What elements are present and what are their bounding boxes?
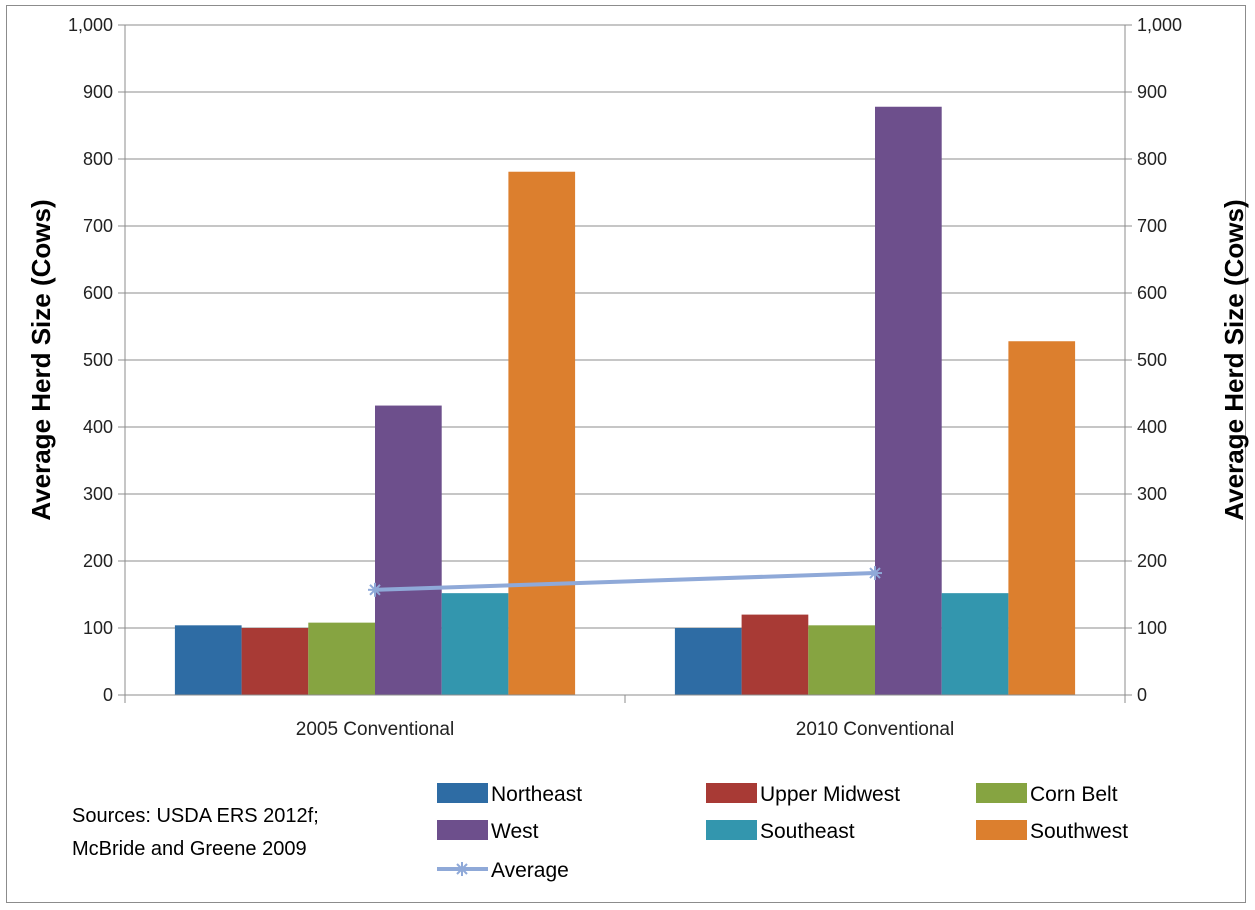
legend-label-northeast: Northeast: [491, 783, 582, 806]
bar-corn-belt-2: [808, 625, 875, 695]
legend-label-upper-midwest: Upper Midwest: [760, 783, 900, 806]
legend-swatch-northeast: [437, 783, 488, 803]
bars: [174, 106, 1076, 696]
marker-stroke: [869, 567, 881, 579]
y-tick-label-left: 100: [83, 618, 113, 638]
y-tick-label-left: 600: [83, 283, 113, 303]
marker-stroke: [369, 584, 381, 596]
source-note-line-1: Sources: USDA ERS 2012f;: [72, 805, 319, 827]
gridlines: [125, 24, 1125, 629]
legend-swatch-west: [437, 820, 488, 840]
bar-southwest-2: [1008, 341, 1076, 695]
y-tick-label-left: 900: [83, 82, 113, 102]
y-tick-label-right: 600: [1137, 283, 1167, 303]
bar-southeast-2: [941, 593, 1009, 695]
y-tick-label-right: 700: [1137, 216, 1167, 236]
category-label: 2005 Conventional: [296, 719, 454, 740]
y-tick-label-right: 300: [1137, 484, 1167, 504]
legend: Northeast Upper Midwest Corn Belt West South…: [437, 783, 1128, 882]
y-axis-title-left: Average Herd Size (Cows): [26, 199, 56, 520]
y-tick-label-right: 200: [1137, 551, 1167, 571]
legend-swatch-southeast: [706, 820, 757, 840]
bar-upper-midwest-2: [741, 614, 809, 695]
y-tick-label-left: 500: [83, 350, 113, 370]
legend-swatch-southwest: [976, 820, 1027, 840]
average-marker-1: [368, 582, 382, 597]
y-axis-title-right: Average Herd Size (Cows): [1219, 199, 1249, 520]
average-line: [368, 566, 882, 597]
average-line-path: [374, 571, 876, 592]
bar-northeast-1: [174, 625, 242, 695]
legend-label-southeast: Southeast: [760, 820, 855, 843]
bar-northeast-2: [674, 628, 742, 695]
y-tick-label-left: 400: [83, 417, 113, 437]
y-tick-label-right: 100: [1137, 618, 1167, 638]
bar-upper-midwest-1: [241, 628, 309, 695]
legend-label-southwest: Southwest: [1030, 820, 1128, 843]
right-axis-ticks: 0 100 200 300 400 500 600 700 800 900 1,000: [1125, 15, 1182, 705]
y-tick-label-right: 500: [1137, 350, 1167, 370]
legend-label-west: West: [491, 820, 539, 843]
bar-corn-belt-1: [308, 622, 375, 695]
left-axis-ticks: 0 100 200 300 400 500 600 700 800 900 1,000: [68, 15, 125, 705]
bar-west-2: [875, 106, 942, 696]
y-tick-label-left: 1,000: [68, 15, 113, 35]
bar-west-1: [375, 405, 442, 695]
bar-southeast-1: [441, 593, 509, 695]
bar-southwest-1: [508, 171, 576, 696]
y-tick-label-left: 700: [83, 216, 113, 236]
y-tick-label-right: 400: [1137, 417, 1167, 437]
y-tick-label-right: 0: [1137, 685, 1147, 705]
y-tick-label-left: 0: [103, 685, 113, 705]
legend-label-average: Average: [491, 859, 569, 882]
legend-swatch-upper-midwest: [706, 783, 757, 803]
y-tick-label-right: 1,000: [1137, 15, 1182, 35]
legend-marker-average: [455, 862, 469, 876]
y-tick-label-right: 900: [1137, 82, 1167, 102]
category-labels: 2005 Conventional 2010 Conventional: [296, 719, 954, 740]
legend-swatch-corn-belt: [976, 783, 1027, 803]
y-tick-label-left: 300: [83, 484, 113, 504]
legend-label-corn-belt: Corn Belt: [1030, 783, 1118, 806]
marker-stroke: [456, 863, 468, 875]
category-label: 2010 Conventional: [796, 719, 954, 740]
source-note-line-2: McBride and Greene 2009: [72, 838, 307, 860]
y-tick-label-left: 200: [83, 551, 113, 571]
y-tick-label-left: 800: [83, 149, 113, 169]
average-marker-2: [868, 566, 882, 581]
y-tick-label-right: 800: [1137, 149, 1167, 169]
